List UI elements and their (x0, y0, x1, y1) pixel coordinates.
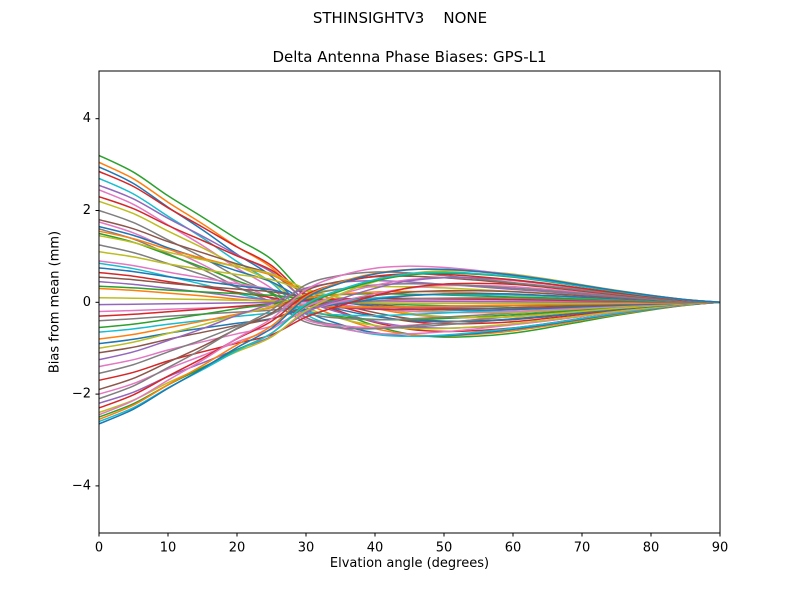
series-line (98, 195, 721, 325)
x-tick-label: 10 (160, 541, 177, 556)
y-tick-label: 2 (83, 203, 91, 218)
x-tick-label: 70 (574, 541, 591, 556)
series-line (98, 283, 721, 375)
y-tick-label: −4 (72, 478, 91, 493)
axes-title: Delta Antenna Phase Biases: GPS-L1 (272, 48, 547, 66)
x-tick-label: 60 (505, 541, 522, 556)
y-tick-label: 4 (83, 111, 91, 126)
series-line (98, 268, 721, 425)
series-line (98, 234, 721, 319)
series-line (98, 177, 721, 338)
y-tick-label: 0 (83, 295, 91, 310)
y-axis-ticks: −4 −2 0 2 4 (72, 111, 99, 493)
x-axis-ticks: 0 10 20 30 40 50 60 70 80 90 (95, 533, 728, 556)
x-tick-label: 80 (643, 541, 660, 556)
y-axis-label: Bias from mean (mm) (47, 230, 63, 374)
figure-suptitle: STHINSIGHTV3 NONE (312, 9, 488, 27)
x-tick-label: 30 (298, 541, 315, 556)
series-line (98, 200, 721, 330)
x-tick-label: 20 (229, 541, 246, 556)
series-lines (98, 154, 721, 425)
x-tick-label: 90 (712, 541, 729, 556)
y-tick-label: −2 (72, 387, 91, 402)
x-tick-label: 50 (436, 541, 453, 556)
x-tick-label: 0 (95, 541, 103, 556)
x-axis-label: Elvation angle (degrees) (329, 556, 490, 571)
x-tick-label: 40 (367, 541, 384, 556)
series-line (98, 289, 721, 354)
